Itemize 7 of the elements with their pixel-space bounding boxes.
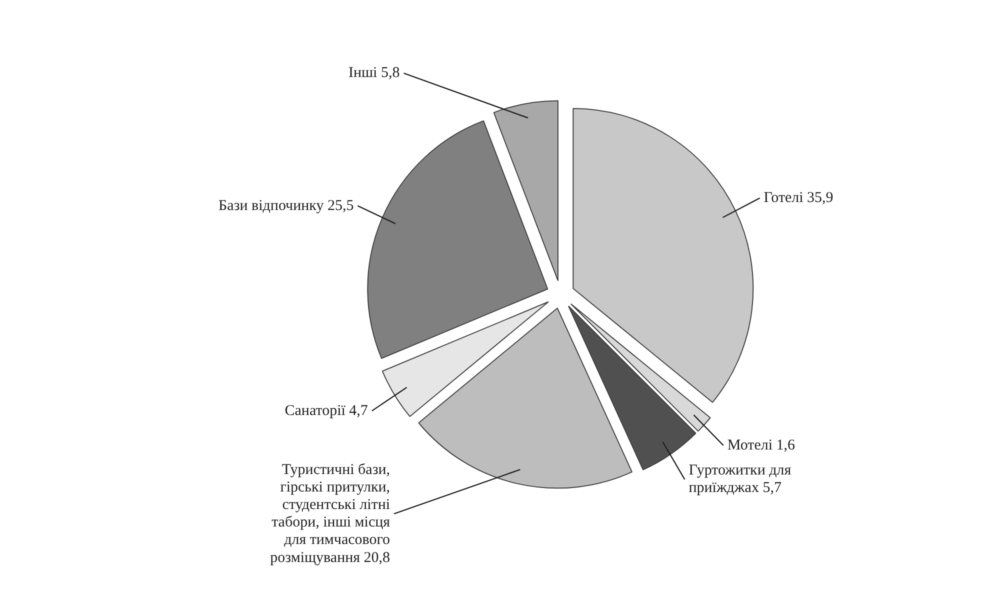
slice-label: Санаторії 4,7 — [284, 402, 368, 419]
slice-label: Мотелі 1,6 — [727, 437, 796, 454]
slice-label: Туристичні бази, гірські притулки, студентські літні табори, інші місця для тимчасового розміщування 20,8 — [270, 462, 390, 566]
slice-label: Бази відпочинку 25,5 — [218, 198, 354, 214]
slice-label: Інші 5,8 — [348, 65, 400, 82]
slice-label: Готелі 35,9 — [764, 190, 834, 206]
slice-label: Гуртожитки для приїжджах 5,7 — [688, 462, 792, 496]
